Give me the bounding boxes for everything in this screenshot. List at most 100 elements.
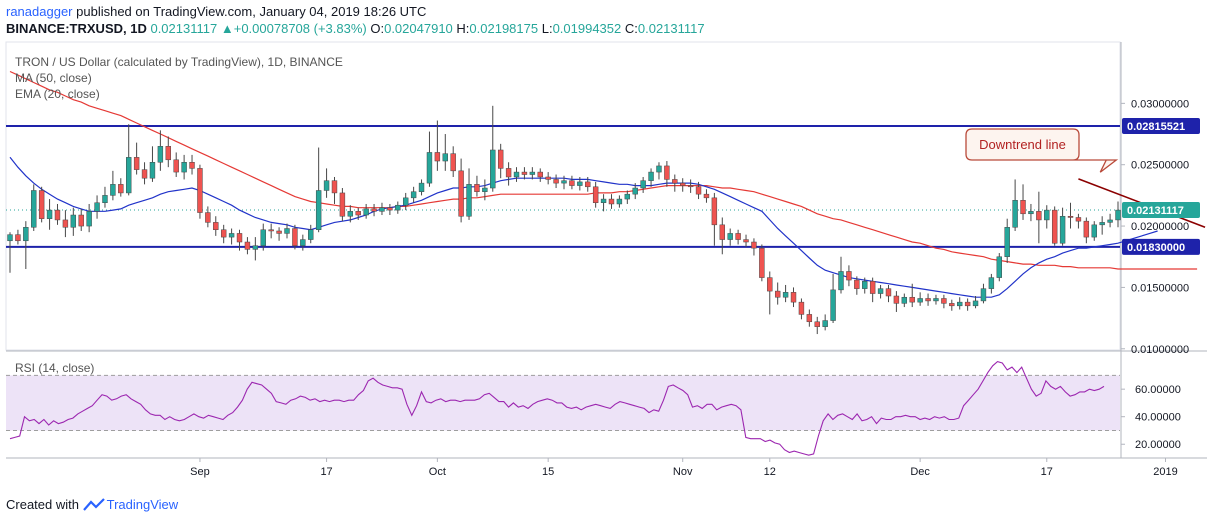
price-change: +0.00078708 (+3.83%)	[233, 21, 367, 36]
candle-body	[347, 211, 354, 217]
candle-body	[331, 180, 338, 194]
candle-body	[822, 320, 828, 327]
time-tick-label: 17	[1041, 466, 1053, 478]
candle-body	[149, 162, 156, 179]
open-value: 0.02047910	[384, 21, 453, 36]
ohlc-header: BINANCE:TRXUSD, 1D 0.02131117 ▲+0.000787…	[6, 21, 705, 36]
tradingview-logo-icon	[82, 498, 105, 511]
candle-body	[418, 182, 425, 192]
candle-body	[497, 149, 504, 169]
candle-body	[695, 186, 702, 195]
candle-body	[814, 321, 820, 327]
candle-body	[1012, 200, 1018, 228]
candle-body	[252, 245, 259, 250]
candle-body	[893, 295, 900, 304]
candle-body	[355, 211, 361, 216]
candle-body	[585, 181, 591, 188]
tradingview-link[interactable]: TradingView	[106, 497, 179, 512]
candle-body	[767, 277, 773, 292]
candle-body	[972, 300, 979, 307]
candle-body	[838, 271, 844, 291]
candle-body	[600, 198, 607, 203]
rsi-title: RSI (14, close)	[15, 361, 94, 375]
candle-body	[102, 195, 108, 203]
time-tick-label: Nov	[673, 466, 693, 478]
candle-body	[743, 239, 749, 243]
candle-body	[782, 292, 789, 298]
candle-body	[933, 298, 939, 302]
candle-body	[46, 209, 53, 219]
candles-group	[7, 105, 1121, 335]
candle-body	[126, 157, 132, 194]
candle-body	[964, 301, 971, 307]
candle-body	[925, 298, 931, 302]
candle-body	[680, 182, 686, 186]
candle-body	[23, 227, 29, 242]
author-link[interactable]: ranadagger	[6, 4, 73, 19]
candle-body	[78, 214, 84, 227]
candle-body	[909, 296, 915, 303]
candle-body	[292, 228, 298, 246]
candle-body	[213, 222, 219, 230]
candle-body	[236, 233, 243, 243]
candle-body	[490, 149, 496, 189]
candle-body	[545, 176, 551, 180]
candle-body	[54, 209, 61, 221]
candle-body	[7, 234, 13, 242]
candle-body	[980, 288, 987, 302]
candle-body	[1067, 215, 1074, 218]
candle-body	[403, 197, 409, 206]
candle-body	[387, 207, 393, 211]
candle-body	[608, 198, 615, 205]
candle-body	[1020, 200, 1026, 215]
candle-body	[173, 159, 179, 173]
candle-body	[846, 271, 852, 281]
candle-body	[806, 314, 813, 323]
rsi-tick-label: 20.00000	[1135, 439, 1181, 451]
candle-body	[70, 214, 77, 228]
candle-body	[672, 179, 678, 184]
up-arrow-icon: ▲	[220, 21, 234, 36]
low-label: L:	[541, 21, 553, 36]
publish-header: ranadagger published on TradingView.com,…	[6, 4, 426, 19]
candle-body	[648, 171, 654, 181]
ema20-line	[9, 156, 1158, 298]
price-tag-label: 0.02815521	[1127, 121, 1185, 133]
candle-body	[735, 233, 741, 240]
candle-body	[300, 239, 306, 246]
candle-body	[1083, 220, 1090, 238]
candle-body	[474, 184, 480, 192]
close-value: 0.02131117	[637, 21, 705, 36]
candle-body	[687, 185, 694, 188]
candle-body	[363, 208, 369, 216]
candle-body	[181, 162, 187, 173]
candle-body	[189, 162, 195, 169]
candle-body	[632, 187, 638, 195]
candle-body	[640, 180, 646, 189]
candle-body	[220, 229, 227, 238]
candle-body	[450, 153, 456, 172]
time-tick-label: 17	[320, 466, 332, 478]
candle-body	[268, 229, 274, 232]
candle-body	[62, 219, 69, 228]
candle-body	[529, 171, 536, 175]
annotation-callout	[965, 128, 1119, 173]
candle-body	[949, 303, 955, 307]
candle-body	[482, 187, 488, 192]
rsi-band	[6, 375, 1120, 431]
candle-body	[941, 298, 947, 304]
candle-body	[569, 180, 575, 186]
candle-body	[957, 301, 963, 307]
footer: Created with TradingView	[6, 497, 178, 512]
candle-body	[38, 190, 45, 219]
price-pane-frame	[5, 41, 1121, 351]
chart-title: TRON / US Dollar (calculated by TradingV…	[15, 55, 343, 69]
candle-body	[31, 190, 37, 228]
candle-body	[15, 234, 21, 242]
candle-body	[759, 247, 765, 278]
price-tag-label: 0.02131117	[1127, 205, 1184, 217]
candle-body	[830, 289, 836, 321]
candle-body	[315, 190, 322, 230]
close-label: C:	[624, 21, 638, 36]
